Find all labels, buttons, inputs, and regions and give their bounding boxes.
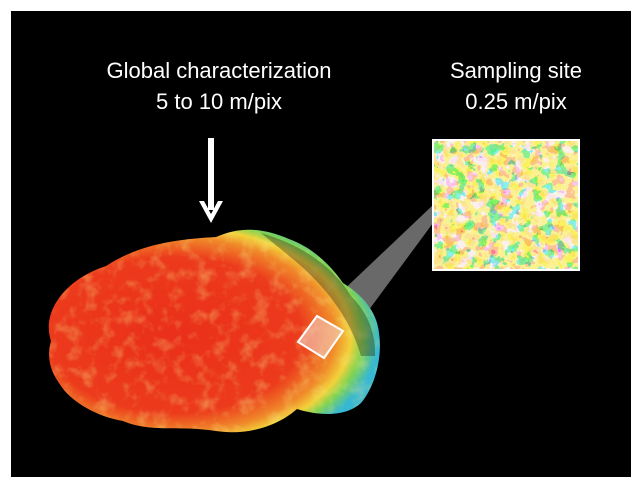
down-arrow-icon: [199, 138, 223, 223]
black-panel: Global characterization 5 to 10 m/pix Sa…: [11, 11, 631, 477]
sampling-site-label: Sampling site: [449, 58, 583, 83]
global-characterization-label: Global characterization: [106, 58, 332, 83]
global-resolution-label: 5 to 10 m/pix: [156, 89, 282, 114]
sampling-site-inset: [432, 139, 580, 271]
sampling-site-marker: [296, 314, 345, 360]
asteroid-diagram: [48, 138, 580, 433]
sampling-site-resolution-label: 0.25 m/pix: [465, 89, 567, 114]
